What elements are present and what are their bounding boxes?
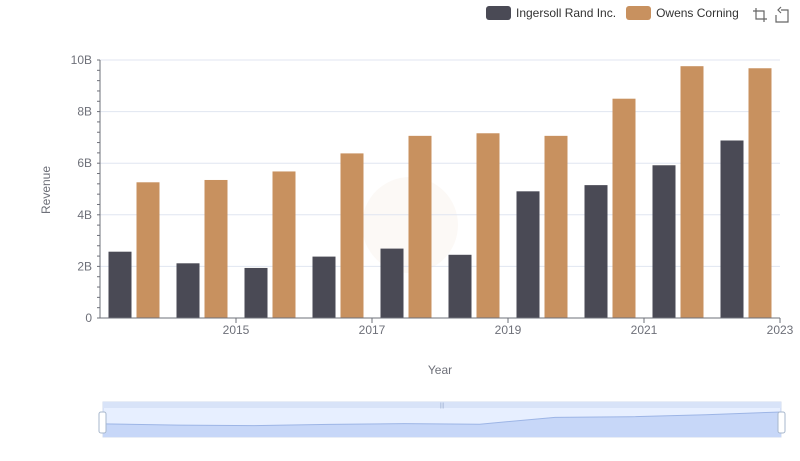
bar-ingersoll-rand-inc--2023	[720, 140, 744, 318]
y-tick-label: 4B	[77, 208, 92, 222]
bars	[108, 66, 772, 318]
x-axis-title: Year	[428, 363, 452, 377]
y-tick-label: 10B	[71, 53, 92, 67]
data-zoom-slider[interactable]: |||	[98, 401, 786, 438]
x-axis: 2015 2017 2019 2021 2023	[100, 317, 794, 337]
bar-owens-corning-2016	[272, 171, 296, 318]
bar-ingersoll-rand-inc--2017	[312, 256, 336, 318]
y-axis-title: Revenue	[39, 166, 53, 214]
x-tick-label: 2015	[223, 323, 250, 337]
y-tick-label: 6B	[77, 156, 92, 170]
bar-owens-corning-2014	[136, 182, 160, 318]
bar-owens-corning-2018	[408, 135, 432, 318]
bar-owens-corning-2017	[340, 153, 364, 318]
bar-owens-corning-2021	[612, 98, 636, 318]
data-zoom-sparkline-area	[103, 412, 781, 437]
data-zoom-top-bar[interactable]	[103, 402, 781, 408]
bar-owens-corning-2019	[476, 133, 500, 318]
bar-owens-corning-2023	[748, 68, 772, 318]
y-axis: 0 2B 4B 6B 8B 10B	[71, 53, 101, 325]
legend-label: Owens Corning	[656, 6, 739, 20]
y-tick-label: 8B	[77, 105, 92, 119]
legend-item-0[interactable]: Ingersoll Rand Inc.	[486, 6, 616, 20]
legend-label: Ingersoll Rand Inc.	[516, 6, 617, 20]
x-tick-label: 2023	[767, 323, 794, 337]
bar-ingersoll-rand-inc--2014	[108, 251, 132, 318]
data-zoom-handle-right[interactable]	[777, 411, 786, 434]
bar-ingersoll-rand-inc--2020	[516, 191, 540, 318]
legend-swatch	[486, 6, 511, 20]
y-tick-label: 0	[85, 311, 92, 325]
y-tick-label: 2B	[77, 259, 92, 273]
bar-ingersoll-rand-inc--2022	[652, 165, 676, 318]
legend-swatch	[626, 6, 652, 20]
data-zoom-grip-icon[interactable]: |||	[440, 403, 445, 409]
bar-owens-corning-2015	[204, 179, 228, 318]
bar-owens-corning-2022	[680, 66, 704, 318]
bar-ingersoll-rand-inc--2019	[448, 254, 472, 318]
data-zoom-sparkline	[102, 411, 782, 427]
toolbox	[747, 6, 791, 24]
bar-ingersoll-rand-inc--2021	[584, 185, 608, 318]
data-zoom-handle-left[interactable]	[98, 411, 107, 434]
x-tick-label: 2021	[631, 323, 658, 337]
legend-item-1[interactable]: Owens Corning	[626, 6, 739, 20]
zoom-icon[interactable]	[751, 6, 769, 24]
x-tick-label: 2019	[495, 323, 522, 337]
bar-ingersoll-rand-inc--2018	[380, 248, 404, 318]
x-tick-label: 2017	[359, 323, 386, 337]
bar-ingersoll-rand-inc--2015	[176, 263, 200, 318]
restore-icon[interactable]	[773, 6, 791, 24]
bar-owens-corning-2020	[544, 135, 568, 318]
bar-ingersoll-rand-inc--2016	[244, 267, 268, 318]
legend: Ingersoll Rand Inc. Owens Corning	[486, 4, 749, 22]
